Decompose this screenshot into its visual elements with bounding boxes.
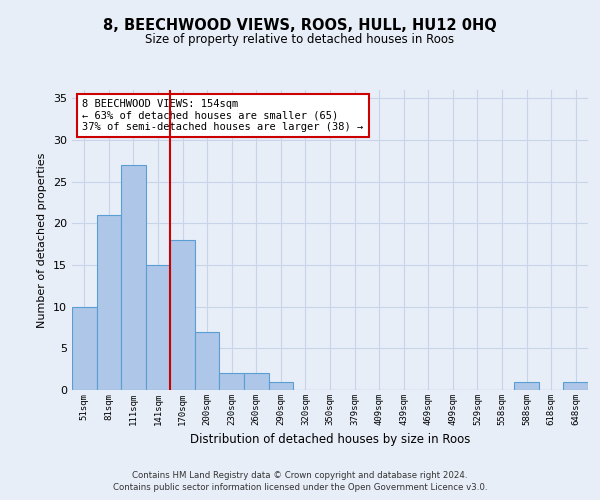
- X-axis label: Distribution of detached houses by size in Roos: Distribution of detached houses by size …: [190, 434, 470, 446]
- Bar: [514, 382, 539, 390]
- Bar: [97, 215, 121, 390]
- Text: Contains HM Land Registry data © Crown copyright and database right 2024.
Contai: Contains HM Land Registry data © Crown c…: [113, 471, 487, 492]
- Bar: [146, 265, 170, 390]
- Bar: [72, 306, 97, 390]
- Bar: [195, 332, 220, 390]
- Bar: [220, 374, 244, 390]
- Bar: [121, 165, 146, 390]
- Y-axis label: Number of detached properties: Number of detached properties: [37, 152, 47, 328]
- Bar: [563, 382, 588, 390]
- Text: 8 BEECHWOOD VIEWS: 154sqm
← 63% of detached houses are smaller (65)
37% of semi-: 8 BEECHWOOD VIEWS: 154sqm ← 63% of detac…: [82, 99, 364, 132]
- Text: Size of property relative to detached houses in Roos: Size of property relative to detached ho…: [145, 32, 455, 46]
- Bar: [244, 374, 269, 390]
- Bar: [269, 382, 293, 390]
- Text: 8, BEECHWOOD VIEWS, ROOS, HULL, HU12 0HQ: 8, BEECHWOOD VIEWS, ROOS, HULL, HU12 0HQ: [103, 18, 497, 32]
- Bar: [170, 240, 195, 390]
